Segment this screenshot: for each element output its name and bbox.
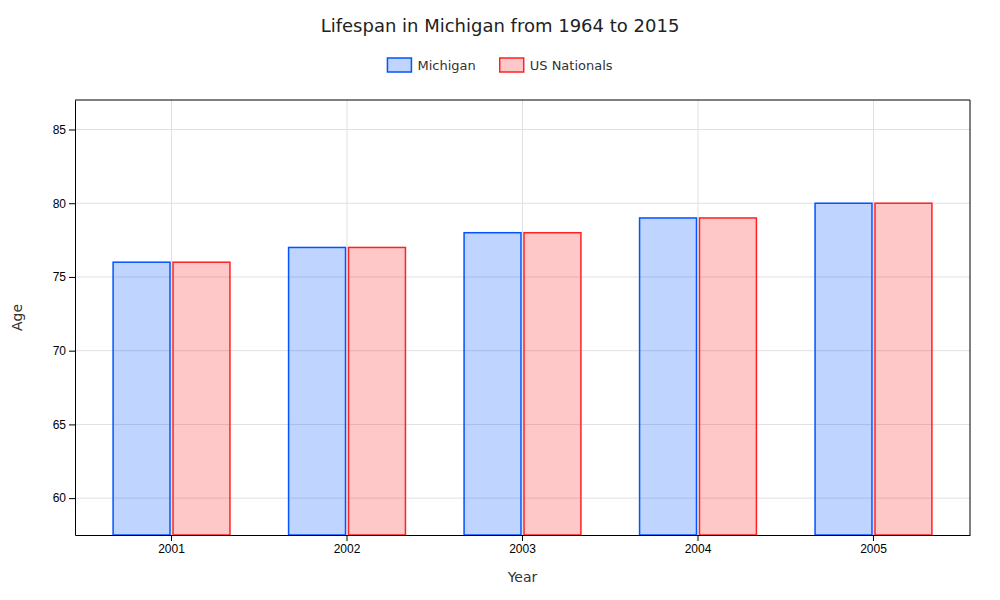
tick-label: 70 xyxy=(53,344,67,358)
tick-mark xyxy=(697,535,698,541)
tick-label: 60 xyxy=(53,491,67,505)
grid-line-x xyxy=(347,100,348,535)
tick: 85 xyxy=(53,123,75,137)
tick-mark xyxy=(69,424,75,425)
tick-label: 2003 xyxy=(509,542,536,556)
tick: 2001 xyxy=(158,535,185,556)
legend-swatch xyxy=(387,58,411,72)
bar xyxy=(699,218,756,535)
tick: 75 xyxy=(53,270,75,284)
tick-mark xyxy=(69,203,75,204)
bar xyxy=(464,233,521,535)
chart: 2001 2002 2003 2004 2005 60 65 70 75 80 85 Year Age L… xyxy=(0,0,1000,600)
grid-line-x xyxy=(522,100,523,535)
bars xyxy=(113,203,932,535)
tick-mark xyxy=(347,535,348,541)
bar xyxy=(875,203,932,535)
legend-item: Michigan xyxy=(387,58,475,73)
tick: 60 xyxy=(53,491,75,505)
tick: 2004 xyxy=(685,535,712,556)
legend-label: US Nationals xyxy=(530,58,613,73)
x-axis: 2001 2002 2003 2004 2005 xyxy=(76,535,971,556)
tick-mark xyxy=(171,535,172,541)
tick-label: 2002 xyxy=(334,542,361,556)
tick-label: 65 xyxy=(53,418,67,432)
tick: 65 xyxy=(53,418,75,432)
frame-line xyxy=(970,100,971,535)
legend-label: Michigan xyxy=(417,58,475,73)
tick: 80 xyxy=(53,197,75,211)
bar xyxy=(173,262,230,535)
tick-label: 75 xyxy=(53,270,67,284)
tick-label: 2004 xyxy=(685,542,712,556)
tick-mark xyxy=(873,535,874,541)
x-axis-title: Year xyxy=(507,569,538,585)
bar xyxy=(815,203,872,535)
tick-mark xyxy=(69,351,75,352)
bar xyxy=(524,233,581,535)
bar xyxy=(349,247,406,535)
title: Lifespan in Michigan from 1964 to 2015 xyxy=(321,15,680,36)
legend-swatch xyxy=(500,58,524,72)
bar xyxy=(289,247,346,535)
tick-mark xyxy=(69,277,75,278)
tick-label: 85 xyxy=(53,123,67,137)
tick-mark xyxy=(522,535,523,541)
bar xyxy=(640,218,697,535)
tick: 2002 xyxy=(334,535,361,556)
tick-label: 2005 xyxy=(860,542,887,556)
grid-line-x xyxy=(697,100,698,535)
tick: 2003 xyxy=(509,535,536,556)
plot-area: 2001 2002 2003 2004 2005 60 65 70 75 80 85 xyxy=(53,100,971,556)
y-axis: 60 65 70 75 80 85 xyxy=(53,101,76,536)
grid xyxy=(75,100,970,535)
grid-line-x xyxy=(171,100,172,535)
tick-mark xyxy=(69,498,75,499)
frame-line xyxy=(75,100,970,101)
tick-label: 80 xyxy=(53,197,67,211)
legend-item: US Nationals xyxy=(500,58,613,73)
grid-line-x xyxy=(873,100,874,535)
bar xyxy=(113,262,170,535)
legend: Michigan US Nationals xyxy=(387,58,612,73)
axis-line xyxy=(75,101,76,536)
bar-series xyxy=(113,203,872,535)
tick: 2005 xyxy=(860,535,887,556)
bar-series xyxy=(173,203,932,535)
tick-mark xyxy=(69,129,75,130)
tick-label: 2001 xyxy=(158,542,185,556)
tick: 70 xyxy=(53,344,75,358)
y-axis-title: Age xyxy=(9,304,25,331)
